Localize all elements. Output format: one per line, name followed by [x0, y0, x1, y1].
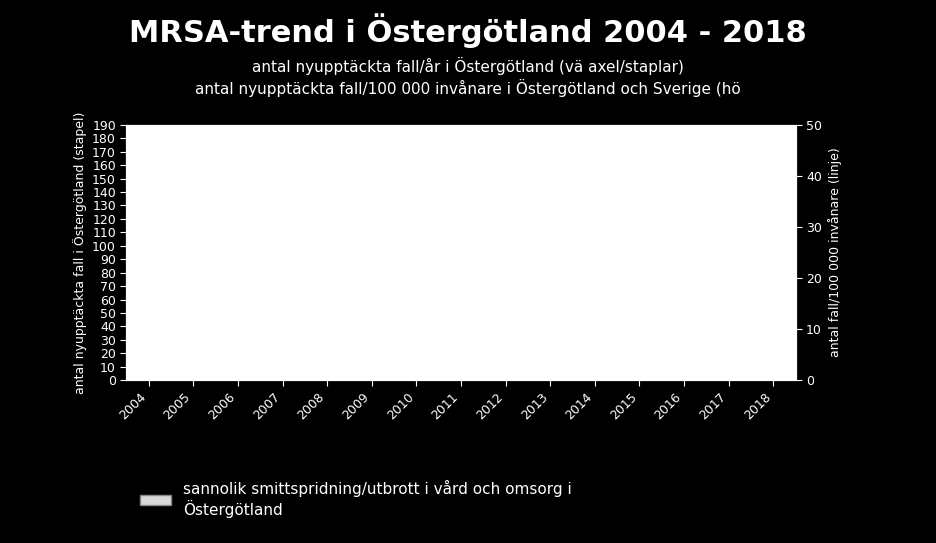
Text: antal nyupptäckta fall/100 000 invånare i Östergötland och Sverige (hö: antal nyupptäckta fall/100 000 invånare …: [195, 79, 741, 97]
Text: MRSA-trend i Östergötland 2004 - 2018: MRSA-trend i Östergötland 2004 - 2018: [129, 14, 807, 48]
Legend: sannolik smittspridning/utbrott i vård och omsorg i
Östergötland: sannolik smittspridning/utbrott i vård o…: [134, 474, 578, 525]
Y-axis label: antal nyupptäckta fall i Östergötland (stapel): antal nyupptäckta fall i Östergötland (s…: [73, 111, 86, 394]
Y-axis label: antal fall/100 000 invånare (linje): antal fall/100 000 invånare (linje): [827, 148, 841, 357]
Text: antal nyupptäckta fall/år i Östergötland (vä axel/staplar): antal nyupptäckta fall/år i Östergötland…: [252, 57, 684, 75]
